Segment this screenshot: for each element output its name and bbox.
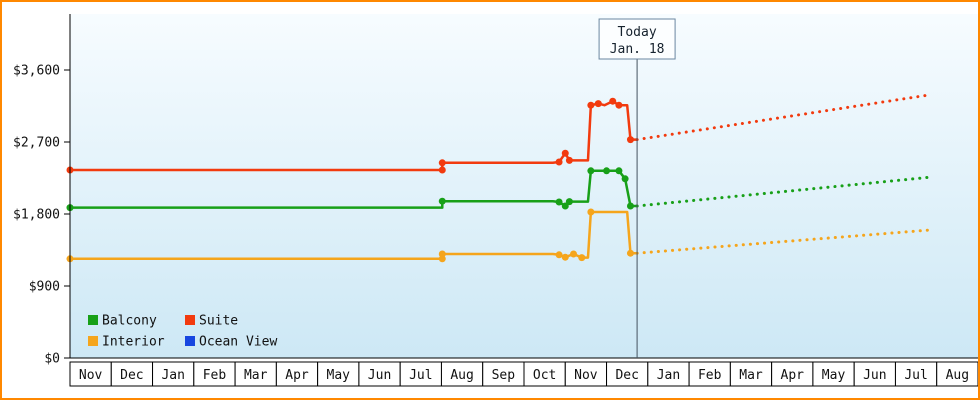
data-marker-balcony [615, 167, 623, 175]
month-cell [771, 361, 814, 387]
month-cell [688, 361, 731, 387]
data-marker-interior [626, 249, 634, 257]
month-label: Sep [492, 368, 516, 383]
month-label: Aug [946, 368, 969, 383]
month-label: Dec [120, 368, 143, 383]
y-tick-label: $0 [44, 352, 60, 367]
month-label: Mar [739, 368, 763, 383]
legend-swatch-interior [88, 336, 98, 346]
data-marker-balcony [565, 198, 573, 206]
y-tick-label: $1,800 [13, 208, 60, 223]
month-cell [729, 361, 773, 387]
month-cell [317, 361, 360, 387]
data-marker-suite [438, 159, 446, 167]
data-marker-interior [578, 254, 586, 262]
month-label: Mar [244, 368, 268, 383]
data-marker-suite [565, 156, 573, 164]
projection-line-balcony [635, 175, 932, 208]
month-label: May [327, 368, 351, 383]
month-cell [647, 361, 690, 387]
data-marker-suite [626, 136, 634, 144]
data-marker-balcony [626, 202, 634, 210]
month-cell [234, 361, 277, 387]
data-marker-interior [555, 251, 563, 259]
month-label: Jun [863, 368, 886, 383]
legend-label-balcony: Balcony [102, 314, 157, 329]
legend-swatch-suite [185, 315, 195, 325]
legend-swatch-balcony [88, 315, 98, 325]
data-marker-interior [561, 253, 569, 261]
month-cell [853, 361, 896, 387]
month-label: Jan [657, 368, 680, 383]
month-cell [936, 361, 978, 387]
data-marker-interior [438, 255, 446, 263]
data-marker-suite [594, 100, 602, 108]
data-marker-suite [615, 101, 623, 109]
month-cell [358, 361, 401, 387]
data-marker-interior [570, 250, 578, 258]
legend-swatch-ocean_view [185, 336, 195, 346]
y-axis: $0 $900 $1,800 $2,700 $3,600 [13, 14, 978, 367]
data-marker-interior [587, 208, 595, 216]
month-label: Oct [533, 368, 556, 383]
month-label: Jul [904, 368, 927, 383]
y-tick-label: $900 [29, 280, 60, 295]
month-cell [440, 361, 484, 387]
month-cell [606, 361, 649, 387]
month-label: Aug [450, 368, 473, 383]
month-cell [482, 361, 525, 387]
data-marker-suite [438, 166, 446, 174]
legend-label-suite: Suite [199, 314, 238, 329]
month-cell [523, 361, 566, 387]
month-label: Jan [161, 368, 184, 383]
data-marker-balcony [587, 167, 595, 175]
today-annotation-title: Today [618, 25, 657, 40]
legend-label-ocean_view: Ocean View [199, 335, 277, 350]
legend: Balcony Suite Interior Ocean View [88, 314, 277, 350]
month-cell [564, 361, 608, 387]
today-annotation-date: Jan. 18 [610, 42, 665, 57]
month-label: Apr [285, 368, 309, 383]
projection-line-interior [635, 228, 932, 255]
today-marker-group: Today Jan. 18 [598, 18, 676, 358]
data-marker-suite [555, 158, 563, 166]
month-cell [69, 361, 112, 387]
today-annotation-box [598, 18, 676, 60]
data-marker-balcony [438, 197, 446, 205]
month-cell [399, 361, 442, 387]
month-label: May [822, 368, 846, 383]
projection-line-suite [635, 93, 932, 142]
month-label: Nov [79, 368, 103, 383]
month-label: Feb [698, 368, 722, 383]
data-marker-balcony [555, 198, 563, 206]
series-line-suite [70, 99, 638, 172]
month-label: Dec [615, 368, 638, 383]
month-label: Jul [409, 368, 432, 383]
month-label: Feb [203, 368, 227, 383]
data-marker-suite [561, 149, 569, 157]
data-marker-balcony [621, 175, 629, 183]
x-axis-months: Nov Dec Jan Feb Mar Apr May Jun Jul Aug Sep Oct Nov D… [69, 361, 978, 387]
data-marker-suite [587, 101, 595, 109]
data-marker-balcony [561, 202, 569, 210]
month-cell [152, 361, 195, 387]
month-label: Jun [368, 368, 391, 383]
data-marker-balcony [603, 167, 611, 175]
plot-background [70, 14, 978, 358]
series-layer [66, 93, 932, 263]
y-tick-label: $3,600 [13, 64, 60, 79]
legend-label-interior: Interior [102, 335, 165, 350]
data-marker-interior [438, 250, 446, 258]
month-label: Apr [781, 368, 805, 383]
y-tick-label: $2,700 [13, 136, 60, 151]
month-cell [193, 361, 236, 387]
month-label: Nov [574, 368, 598, 383]
month-cell [110, 361, 154, 387]
data-marker-suite [609, 97, 617, 105]
